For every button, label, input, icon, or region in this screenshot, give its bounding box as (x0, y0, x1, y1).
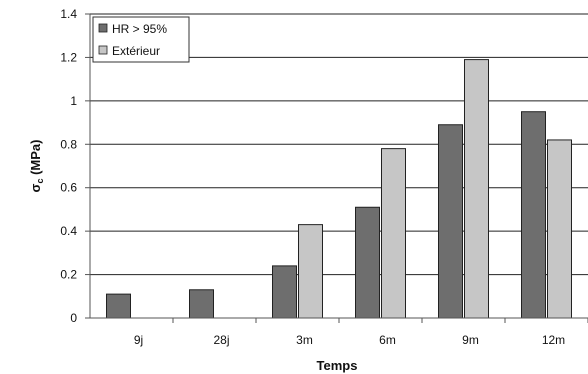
x-tick-label: 28j (213, 333, 229, 347)
y-tick-label: 0.8 (60, 137, 77, 151)
bar-exterieur-3m (298, 224, 323, 319)
y-tick-label: 0 (70, 311, 77, 325)
y-axis-subscript: c (35, 179, 45, 184)
legend-label-hr: HR > 95% (112, 22, 167, 36)
x-tick-label: 3m (296, 333, 313, 347)
y-tick-label: 0.6 (60, 181, 77, 195)
x-tick-labels: 9j 28j 3m 6m 9m 12m (134, 318, 588, 347)
legend-swatch-hr (98, 23, 108, 33)
bar-hr-28j (189, 289, 214, 319)
bar-hr-9m (438, 124, 463, 319)
y-axis-unit: (MPa) (28, 140, 43, 179)
y-tick-labels: 0 0.2 0.4 0.6 0.8 1 1.2 1.4 (60, 7, 77, 325)
bars (106, 59, 572, 319)
bar-hr-6m (355, 206, 380, 319)
y-tick-label: 1.4 (60, 7, 77, 21)
x-tick-label: 9m (462, 333, 479, 347)
y-axis-symbol: σ (28, 183, 43, 192)
legend-swatch-exterieur (98, 45, 108, 55)
legend: HR > 95% Extérieur (92, 16, 190, 63)
bar-hr-3m (272, 265, 297, 319)
y-axis-title: σc (MPa) (28, 140, 45, 193)
bar-exterieur-9m (464, 59, 489, 319)
y-tick-label: 0.2 (60, 268, 77, 282)
bar-hr-9j (106, 293, 131, 319)
legend-box (92, 16, 190, 63)
bar-exterieur-6m (381, 148, 406, 319)
bar-hr-12m (521, 111, 546, 319)
y-tick-label: 1 (70, 94, 77, 108)
x-tick-label: 6m (379, 333, 396, 347)
x-tick-label: 9j (134, 333, 143, 347)
y-tick-label: 1.2 (60, 50, 77, 64)
y-tick-label: 0.4 (60, 224, 77, 238)
x-tick-label: 12m (542, 333, 565, 347)
x-axis-title: Temps (317, 358, 358, 373)
legend-label-exterieur: Extérieur (112, 44, 160, 58)
bar-exterieur-12m (547, 139, 572, 319)
